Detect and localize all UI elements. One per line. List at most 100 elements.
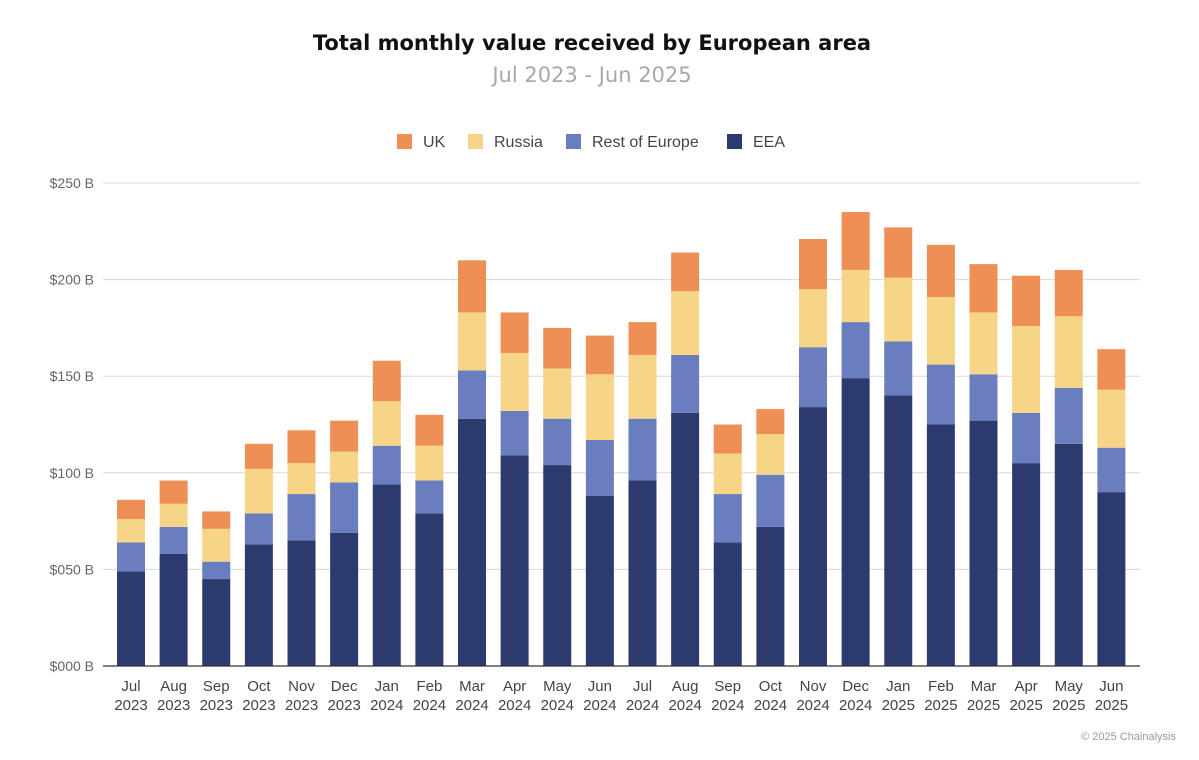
bar-segment-rest-of-europe [1054,387,1083,444]
bar-segment-uk [1097,349,1126,390]
bar-segment-eea [159,553,188,666]
bar-segment-russia [1012,325,1041,413]
bar-segment-rest-of-europe [884,341,913,396]
x-tick-label-year: 2025 [1095,697,1128,714]
y-axis-ticks: $000 B $050 B $100 B $150 B $200 B $250 B [50,175,94,674]
x-tick-label-month: Jan [886,678,910,695]
bar-segment-eea [1054,443,1083,666]
x-tick-label-year: 2024 [796,697,829,714]
bar-segment-rest-of-europe [756,474,785,527]
x-tick-label-month: Oct [247,678,271,695]
bar-segment-rest-of-europe [1012,412,1041,464]
bar-segment-eea [287,540,316,666]
x-tick-label-month: Aug [672,678,699,695]
bar-segment-uk [799,239,827,290]
bar-segment-rest-of-europe [372,445,401,485]
gridlines [103,182,1140,570]
bar-segment-eea [713,542,742,666]
bar-segment-russia [159,503,188,527]
legend-swatch-uk [397,134,412,149]
bar-segment-uk [330,420,359,452]
x-tick-label-year: 2023 [157,697,190,714]
x-tick-label-year: 2024 [370,697,403,714]
x-tick-label-month: Sep [714,678,741,695]
x-tick-label-month: Jan [375,678,399,695]
x-tick-label-year: 2024 [583,697,616,714]
bar-segment-russia [799,289,827,348]
bar-segment-rest-of-europe [841,322,870,379]
x-tick-label-month: Nov [800,678,827,695]
bar-segment-rest-of-europe [926,364,955,425]
bar-segment-uk [841,211,870,270]
bar-segment-uk [287,430,316,464]
x-tick-label-month: Mar [459,678,485,695]
y-tick-label: $200 B [50,272,94,288]
x-tick-label-month: Jul [121,678,140,695]
bar-segment-eea [202,579,231,666]
bar-segment-rest-of-europe [969,374,998,421]
bar-segment-rest-of-europe [671,354,700,413]
x-tick-label-month: Dec [842,678,869,695]
chart-title: Total monthly value received by European… [313,31,871,55]
credit-text: © 2025 Chainalysis [1081,731,1176,743]
bar-segment-uk [713,424,742,454]
bar-segment-uk [926,244,955,297]
bar-segment-russia [841,269,870,323]
bar-segment-uk [372,360,401,402]
bar-segment-russia [713,453,742,495]
y-tick-label: $100 B [50,465,94,481]
x-tick-label-month: Apr [503,678,526,695]
bar-segment-uk [1054,269,1083,317]
bar-segment-rest-of-europe [713,494,742,543]
legend-label-uk: UK [423,134,446,151]
bar-segment-russia [628,354,657,419]
bar-segment-uk [500,312,529,354]
bar-segment-rest-of-europe [543,418,572,466]
bar-segment-uk [458,260,486,313]
bar-segment-eea [1012,463,1041,666]
bar-segment-rest-of-europe [458,370,486,419]
bar-segment-russia [585,374,614,440]
bar-segment-uk [628,322,657,355]
bar-segment-russia [756,434,785,475]
legend-label-eea: EEA [753,134,785,151]
x-tick-label-year: 2025 [924,697,957,714]
x-tick-label-year: 2024 [455,697,488,714]
bar-segment-rest-of-europe [500,410,529,456]
bar-segment-rest-of-europe [244,513,273,545]
bar-segment-eea [585,495,614,666]
bar-segment-eea [117,571,145,666]
x-tick-label-year: 2023 [285,697,318,714]
legend-swatch-russia [468,134,483,149]
bar-segment-rest-of-europe [585,439,614,496]
x-tick-label-year: 2025 [1052,697,1085,714]
x-tick-label-year: 2024 [626,697,659,714]
bar-segment-russia [543,368,572,419]
legend: UK Russia Rest of Europe EEA [397,134,785,151]
x-tick-label-year: 2024 [413,697,446,714]
x-tick-label-month: Dec [331,678,358,695]
bar-segment-eea [372,484,401,666]
bar-segment-russia [202,528,231,562]
x-tick-label-year: 2023 [327,697,360,714]
bar-segment-eea [458,418,486,666]
bar-segment-eea [543,465,572,666]
y-tick-label: $250 B [50,175,94,191]
legend-label-rest-of-europe: Rest of Europe [592,134,699,151]
bar-segment-uk [244,443,273,469]
bar-segment-russia [244,468,273,514]
bars [117,211,1126,666]
bar-segment-rest-of-europe [159,526,188,554]
y-tick-label: $150 B [50,368,94,384]
x-tick-label-year: 2023 [114,697,147,714]
x-tick-label-year: 2024 [711,697,744,714]
legend-swatch-rest-of-europe [566,134,581,149]
x-tick-label-year: 2024 [754,697,787,714]
bar-segment-eea [926,424,955,666]
y-tick-label: $000 B [50,658,94,674]
x-tick-label-month: Oct [759,678,783,695]
bar-segment-russia [671,291,700,355]
x-tick-label-month: Aug [160,678,187,695]
bar-segment-rest-of-europe [330,482,359,533]
x-tick-label-month: Feb [928,678,954,695]
